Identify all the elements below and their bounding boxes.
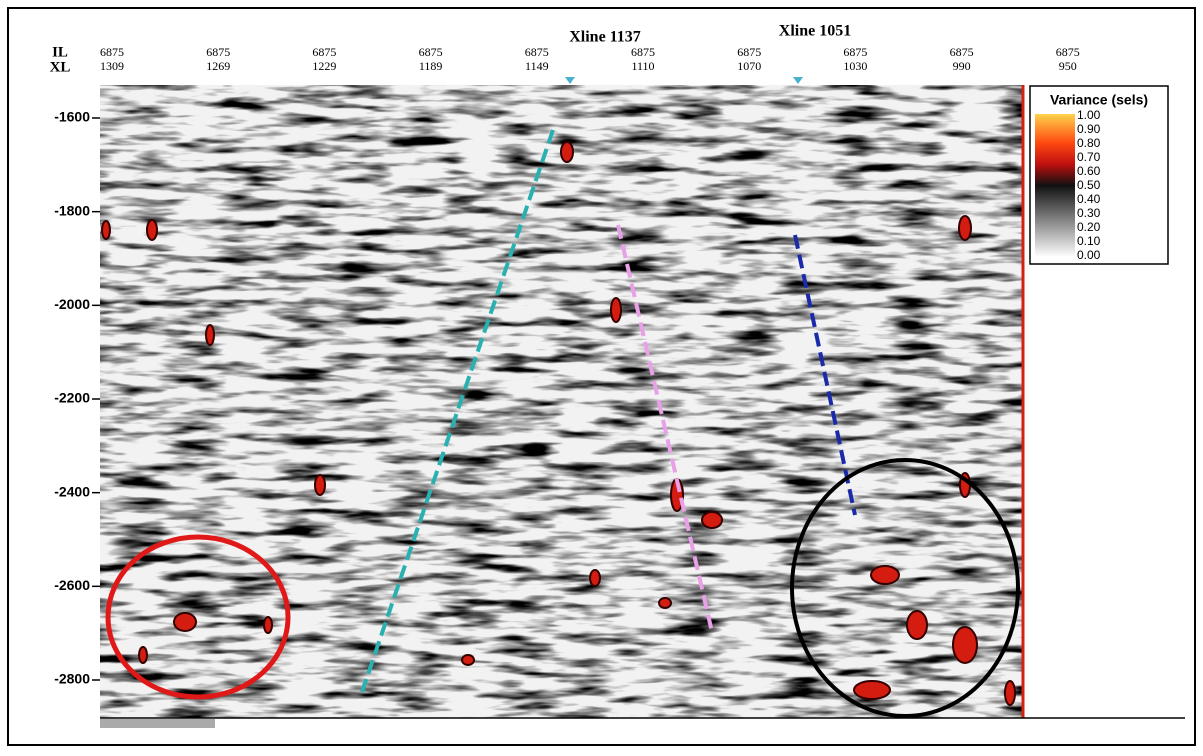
xline-marker <box>565 77 575 84</box>
y-tick-label: -2600 <box>54 577 90 593</box>
section <box>100 85 1023 718</box>
y-tick-label: -1600 <box>54 109 90 125</box>
colorbar-label: 0.40 <box>1077 192 1101 206</box>
il-tick-label: 6875 <box>631 45 655 59</box>
figure: Xline 1137 Xline 1051 IL XL Variance (se… <box>0 0 1203 751</box>
il-tick-label: 6875 <box>1056 45 1080 59</box>
colorbar-label: 0.90 <box>1077 122 1101 136</box>
colorbar-label: 0.70 <box>1077 150 1101 164</box>
variance-texture <box>100 85 1023 718</box>
colorbar-label: 0.60 <box>1077 164 1101 178</box>
y-tick-label: -2400 <box>54 483 90 499</box>
xl-tick-label: 950 <box>1059 59 1077 73</box>
axis-row-label: XL <box>50 59 71 75</box>
xl-tick-label: 1189 <box>419 59 443 73</box>
xl-tick-label: 1149 <box>525 59 549 73</box>
annotation: Xline 1137 <box>569 29 641 46</box>
il-tick-label: 6875 <box>737 45 761 59</box>
xl-tick-label: 1110 <box>631 59 654 73</box>
il-tick-label: 6875 <box>206 45 230 59</box>
xl-tick-label: 1269 <box>206 59 230 73</box>
xl-tick-label: 1309 <box>100 59 124 73</box>
il-tick-label: 6875 <box>100 45 124 59</box>
il-tick-label: 6875 <box>950 45 974 59</box>
colorbar-label: 0.20 <box>1077 220 1101 234</box>
il-tick-label: 6875 <box>843 45 867 59</box>
colorbar-title: Variance (sels) <box>1050 92 1148 108</box>
y-tick-label: -2000 <box>54 296 90 312</box>
xl-tick-label: 1070 <box>737 59 761 73</box>
scroll-bar <box>100 719 215 728</box>
colorbar-gradient <box>1035 114 1075 257</box>
xline-marker <box>793 77 803 84</box>
y-tick-label: -1800 <box>54 202 90 218</box>
colorbar-label: 0.80 <box>1077 136 1101 150</box>
axis-row-label: IL <box>52 44 68 60</box>
annotation: Xline 1051 <box>779 23 851 40</box>
il-tick-label: 6875 <box>419 45 443 59</box>
colorbar-label: 0.30 <box>1077 206 1101 220</box>
colorbar-label: 0.00 <box>1077 248 1101 262</box>
y-tick-label: -2800 <box>54 671 90 687</box>
colorbar-label: 0.50 <box>1077 178 1101 192</box>
il-tick-label: 6875 <box>312 45 336 59</box>
y-tick-label: -2200 <box>54 390 90 406</box>
colorbar-label: 1.00 <box>1077 108 1101 122</box>
xl-tick-label: 990 <box>953 59 971 73</box>
il-tick-label: 6875 <box>525 45 549 59</box>
xl-tick-label: 1229 <box>312 59 336 73</box>
xl-tick-label: 1030 <box>843 59 867 73</box>
colorbar-label: 0.10 <box>1077 234 1101 248</box>
